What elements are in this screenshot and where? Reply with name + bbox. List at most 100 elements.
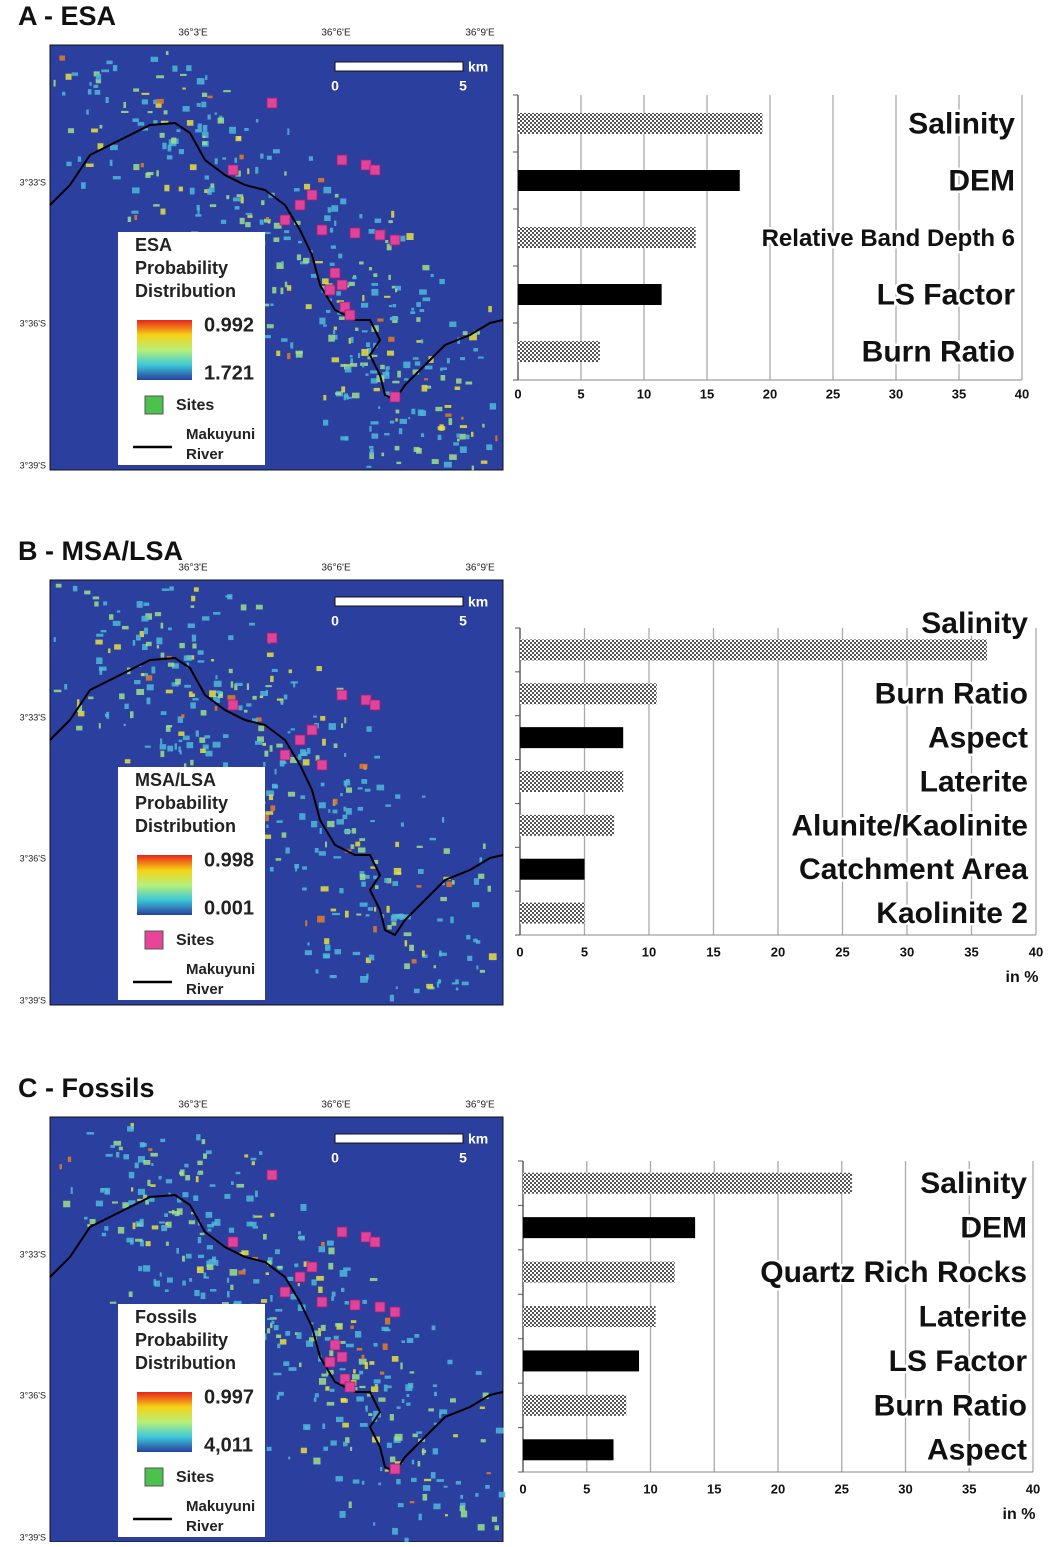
- map-texture: [492, 1517, 497, 1522]
- map-texture: [235, 683, 242, 686]
- map-texture: [201, 1293, 206, 1299]
- map-texture: [246, 1196, 253, 1202]
- map-texture: [321, 783, 325, 787]
- map-texture: [113, 176, 121, 179]
- map-texture: [265, 811, 273, 815]
- map-texture: [172, 66, 177, 72]
- map-texture: [453, 1434, 458, 1437]
- map-texture: [93, 596, 99, 599]
- map-texture: [191, 605, 195, 608]
- map-texture: [377, 318, 383, 321]
- map-texture: [319, 318, 325, 325]
- map-texture: [303, 258, 310, 263]
- scale-bar: [335, 1134, 463, 1143]
- category-label: DEM: [948, 164, 1015, 197]
- map-texture: [201, 710, 207, 715]
- map-texture: [300, 1204, 306, 1211]
- category-label: Catchment Area: [799, 853, 1028, 886]
- map-texture: [113, 621, 121, 626]
- map-texture: [362, 330, 368, 332]
- map-texture: [359, 1386, 365, 1388]
- map-texture: [345, 1301, 349, 1305]
- map-texture: [182, 1281, 185, 1286]
- panel-title: A - ESA: [18, 1, 116, 31]
- map-background: [50, 45, 503, 470]
- map-texture: [222, 157, 226, 159]
- map-texture: [321, 886, 329, 891]
- site-marker: [267, 633, 277, 643]
- map-texture: [141, 1143, 147, 1147]
- map-texture: [168, 628, 172, 631]
- map-texture: [432, 459, 439, 464]
- x-tick-label: 25: [835, 1481, 849, 1496]
- map-texture: [160, 738, 162, 744]
- map-texture: [299, 1236, 305, 1241]
- map-texture: [373, 1522, 375, 1525]
- map-texture: [233, 197, 241, 201]
- latitude-label: 3°33'S: [20, 712, 46, 722]
- map-texture: [411, 308, 414, 311]
- map-texture: [213, 612, 220, 615]
- map-texture: [214, 681, 222, 687]
- map-texture: [145, 173, 150, 178]
- map-texture: [340, 1270, 348, 1277]
- map-texture: [121, 111, 129, 113]
- map-texture: [262, 743, 266, 746]
- map-texture: [119, 693, 125, 699]
- scale-label: 0: [331, 78, 339, 94]
- map-texture: [461, 1511, 467, 1518]
- map-texture: [416, 448, 422, 454]
- site-marker: [375, 1302, 385, 1312]
- map-texture: [159, 1221, 165, 1223]
- bar: [518, 170, 740, 191]
- map-texture: [277, 820, 283, 823]
- map-texture: [303, 1424, 310, 1430]
- map-texture: [156, 170, 158, 176]
- map-texture: [390, 421, 394, 424]
- map-texture: [194, 1290, 199, 1296]
- map-texture: [352, 1374, 359, 1379]
- map-texture: [123, 102, 126, 108]
- map-texture: [96, 74, 101, 80]
- map-texture: [385, 370, 388, 375]
- map-texture: [260, 220, 264, 225]
- site-marker: [345, 1382, 355, 1392]
- map-texture: [285, 1331, 290, 1336]
- map-texture: [288, 731, 291, 733]
- map-texture: [418, 869, 424, 874]
- map-texture: [187, 742, 194, 748]
- category-label: Burn Ratio: [874, 1389, 1027, 1422]
- map-texture: [341, 1399, 348, 1403]
- map-texture: [273, 1373, 281, 1376]
- map-texture: [391, 921, 396, 925]
- map-texture: [273, 237, 279, 242]
- longitude-label: 36°6'E: [321, 563, 351, 574]
- map-texture: [324, 938, 329, 944]
- legend-river-label: Makuyuni: [186, 1498, 255, 1515]
- map-texture: [253, 1215, 255, 1219]
- map-texture: [385, 1376, 391, 1379]
- map-texture: [288, 1367, 296, 1371]
- map-texture: [190, 164, 197, 170]
- site-marker: [330, 1340, 340, 1350]
- map-texture: [136, 689, 144, 695]
- map-texture: [478, 1524, 485, 1530]
- map-texture: [375, 219, 382, 223]
- map-texture: [333, 856, 341, 858]
- scale-label: 0: [331, 613, 339, 629]
- legend-river-label: Makuyuni: [186, 426, 255, 443]
- map-texture: [265, 685, 271, 687]
- map-texture: [296, 352, 303, 358]
- map-texture: [126, 1238, 133, 1243]
- map-texture: [392, 286, 395, 289]
- longitude-label: 36°3'E: [178, 28, 208, 39]
- map-texture: [330, 263, 335, 266]
- legend-title: Fossils: [135, 1307, 197, 1327]
- legend-river-label: Makuyuni: [186, 961, 255, 978]
- map-texture: [456, 434, 459, 438]
- map-texture: [176, 1248, 179, 1254]
- map-texture: [416, 1431, 422, 1433]
- map-texture: [432, 1325, 436, 1330]
- latitude-label: 3°33'S: [20, 1249, 46, 1259]
- map-texture: [485, 1485, 490, 1489]
